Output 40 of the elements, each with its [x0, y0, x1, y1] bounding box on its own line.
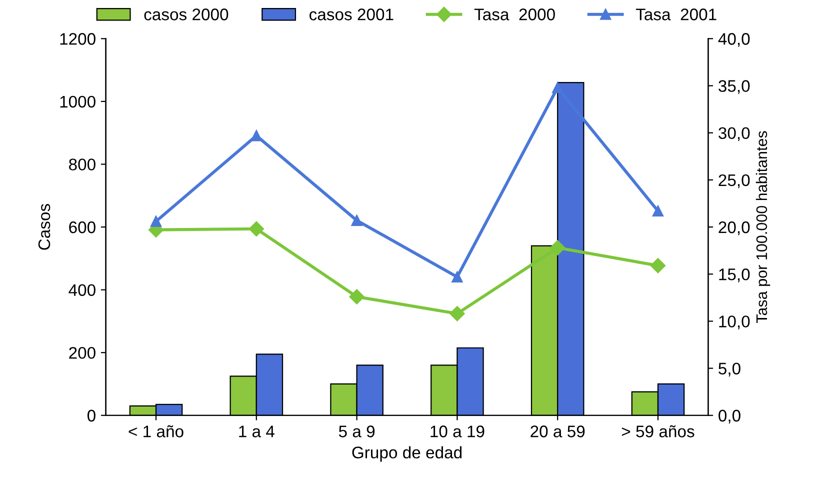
y2-axis-title: Tasa por 100.000 habitantes	[756, 131, 770, 324]
y-tick-label: 0	[87, 410, 96, 422]
point	[452, 271, 463, 282]
y-tick-label: 400	[68, 284, 96, 296]
point	[652, 205, 664, 217]
x-axis-title: Grupo de edad	[352, 446, 462, 462]
point	[250, 130, 262, 142]
legend-label: casos 2000	[144, 8, 228, 20]
point	[450, 306, 465, 322]
point	[552, 82, 564, 94]
legend-label: Tasa 2001	[636, 8, 716, 20]
point	[550, 240, 566, 256]
y2-tick-label: 30,0	[718, 127, 750, 141]
y-tick-label: 1200	[60, 33, 96, 45]
point	[349, 289, 364, 304]
y2-tick-label: 25,0	[718, 174, 750, 188]
point	[248, 221, 264, 236]
y2-tick-label: 15,0	[719, 268, 750, 282]
point	[351, 214, 362, 226]
y2-tick-label: 0,0	[718, 410, 740, 424]
y-tick-label: 800	[69, 158, 96, 170]
x-tick-label: 5 a 9	[338, 426, 375, 438]
y2-tick-label: 20,0	[718, 221, 750, 236]
x-tick-label: 10 a 19	[430, 426, 484, 438]
y2-tick-label: 35,0	[718, 80, 750, 94]
y2-tick-label: 5,0	[718, 362, 740, 376]
y2-tick-label: 10,0	[719, 316, 750, 330]
y-tick-label: 600	[69, 221, 96, 234]
x-tick-label: 20 a 59	[530, 426, 585, 438]
y-tick-label: 1000	[60, 96, 96, 108]
x-tick-label: < 1 año	[128, 425, 184, 438]
y2-tick-label: 40,0	[718, 33, 750, 47]
point	[150, 216, 162, 227]
legend-label: casos 2001	[310, 8, 394, 20]
legend-label: Tasa 2000	[474, 8, 555, 20]
x-tick-label: 1 a 4	[239, 426, 274, 438]
point	[650, 258, 666, 274]
y-tick-label: 200	[69, 346, 96, 359]
x-tick-label: > 59 años	[622, 425, 694, 438]
y-axis-title: Casos	[38, 204, 50, 250]
